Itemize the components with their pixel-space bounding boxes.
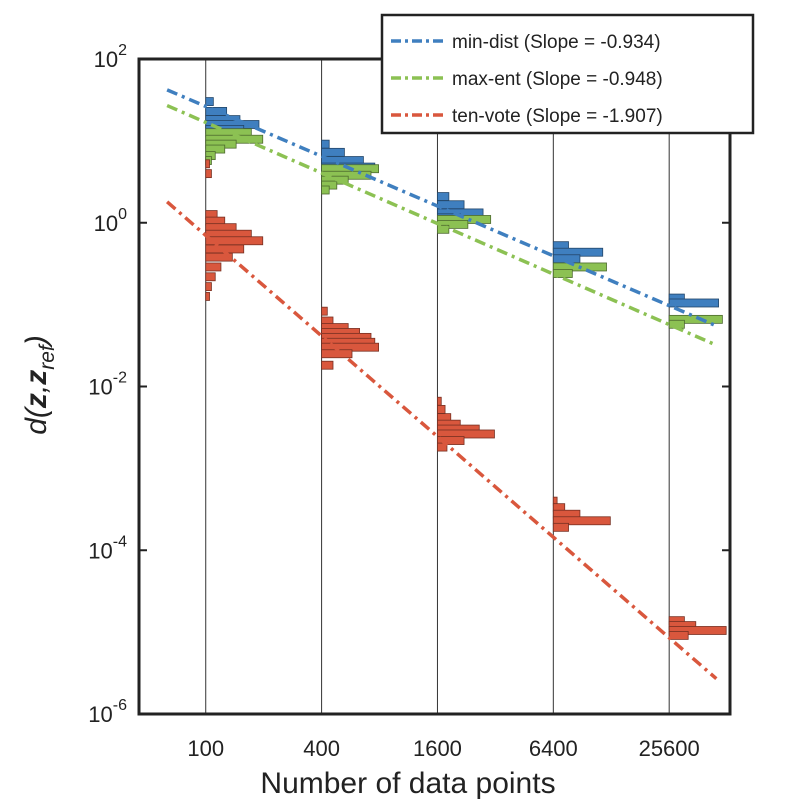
y-tick-exponent: 2 xyxy=(118,42,127,59)
max-ent-fit-line xyxy=(166,103,718,347)
fit-lines xyxy=(165,88,718,681)
y-tick-base: 10 xyxy=(94,47,118,72)
ten-vote-fit-line xyxy=(165,200,718,681)
max-ent-hist-bar xyxy=(437,224,450,234)
ten-vote-hist-bar xyxy=(552,516,611,526)
min-dist-fit-line xyxy=(166,88,718,328)
y-tick-label: 10-2 xyxy=(88,370,127,400)
x-tick-label: 6400 xyxy=(529,736,578,761)
ten-vote-hist-bar xyxy=(437,405,446,414)
x-tick-label: 25600 xyxy=(639,736,700,761)
ten-vote-hist-bar xyxy=(437,436,465,445)
ten-vote-hist-bar xyxy=(205,169,212,179)
min-dist-hist-bar xyxy=(321,147,345,157)
y-axis-title-prefix: d( xyxy=(20,405,53,435)
y-axis-title-var-z: z xyxy=(20,393,53,409)
y-axis-title-subscript: ref xyxy=(36,343,59,370)
ten-vote-hist-bar xyxy=(205,159,210,169)
grid-lines xyxy=(205,59,670,714)
legend-label-max-ent: max-ent (Slope = -0.948) xyxy=(452,69,663,90)
y-tick-label: 10-6 xyxy=(88,697,127,727)
y-axis-title-separator: , xyxy=(20,385,53,393)
max-ent-hist-bar xyxy=(552,269,573,278)
y-tick-base: 10 xyxy=(88,375,112,400)
ten-vote-hist-bar xyxy=(321,306,328,316)
y-tick-label: 102 xyxy=(94,42,127,72)
y-tick-exponent: -4 xyxy=(113,533,127,550)
min-dist-hist-bar xyxy=(205,97,214,106)
min-dist-hist-bar xyxy=(668,298,719,308)
y-tick-exponent: -2 xyxy=(113,370,127,387)
ten-vote-hist-bar xyxy=(205,272,216,282)
x-tick-label: 1600 xyxy=(413,736,462,761)
legend: min-dist (Slope = -0.934) max-ent (Slope … xyxy=(380,13,755,135)
ten-vote-hist-bar xyxy=(437,429,495,439)
y-tick-label: 100 xyxy=(94,206,127,236)
y-tick-label: 10-4 xyxy=(88,533,127,563)
ten-vote-hist-bar xyxy=(205,252,233,262)
legend-label-min-dist: min-dist (Slope = -0.934) xyxy=(452,32,661,53)
ten-vote-hist-bar xyxy=(437,396,442,406)
ten-vote-hist-bar xyxy=(205,262,222,272)
histograms xyxy=(205,97,727,640)
ten-vote-hist-bar xyxy=(205,282,212,292)
legend-box xyxy=(380,13,755,135)
y-tick-base: 10 xyxy=(88,538,112,563)
ten-vote-hist-bar xyxy=(668,626,727,635)
ten-vote-hist-bar xyxy=(668,631,689,640)
y-axis-title-var-z-ref: z xyxy=(20,370,53,386)
ten-vote-hist-bar xyxy=(437,442,448,452)
y-axis-title-suffix: ) xyxy=(20,335,53,348)
legend-label-ten-vote: ten-vote (Slope = -1.907) xyxy=(452,106,663,127)
min-dist-hist-bar xyxy=(321,139,330,149)
min-dist-hist-bar xyxy=(437,192,450,201)
y-tick-base: 10 xyxy=(94,211,118,236)
ten-vote-hist-bar xyxy=(321,360,334,370)
x-axis-title: Number of data points xyxy=(260,767,555,800)
y-tick-exponent: -6 xyxy=(113,697,127,714)
y-tick-base: 10 xyxy=(88,702,112,727)
x-tick-label: 100 xyxy=(187,736,224,761)
ten-vote-hist-bar xyxy=(205,292,210,301)
ten-vote-hist-bar xyxy=(205,236,264,246)
y-tick-exponent: 0 xyxy=(118,206,127,223)
x-tick-label: 400 xyxy=(303,736,340,761)
max-ent-hist-bar xyxy=(668,314,723,324)
ten-vote-hist-bar xyxy=(552,522,569,532)
max-ent-hist-bar xyxy=(321,185,330,195)
y-axis-title: d(z,zref) xyxy=(20,335,59,435)
legend-entries: min-dist (Slope = -0.934) max-ent (Slope … xyxy=(391,32,663,127)
